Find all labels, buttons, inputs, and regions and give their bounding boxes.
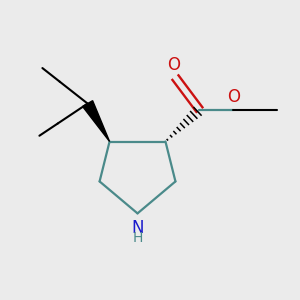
Text: N: N (131, 219, 144, 237)
Text: O: O (227, 88, 240, 106)
Text: O: O (167, 56, 180, 74)
Polygon shape (82, 101, 109, 142)
Text: H: H (132, 231, 143, 245)
